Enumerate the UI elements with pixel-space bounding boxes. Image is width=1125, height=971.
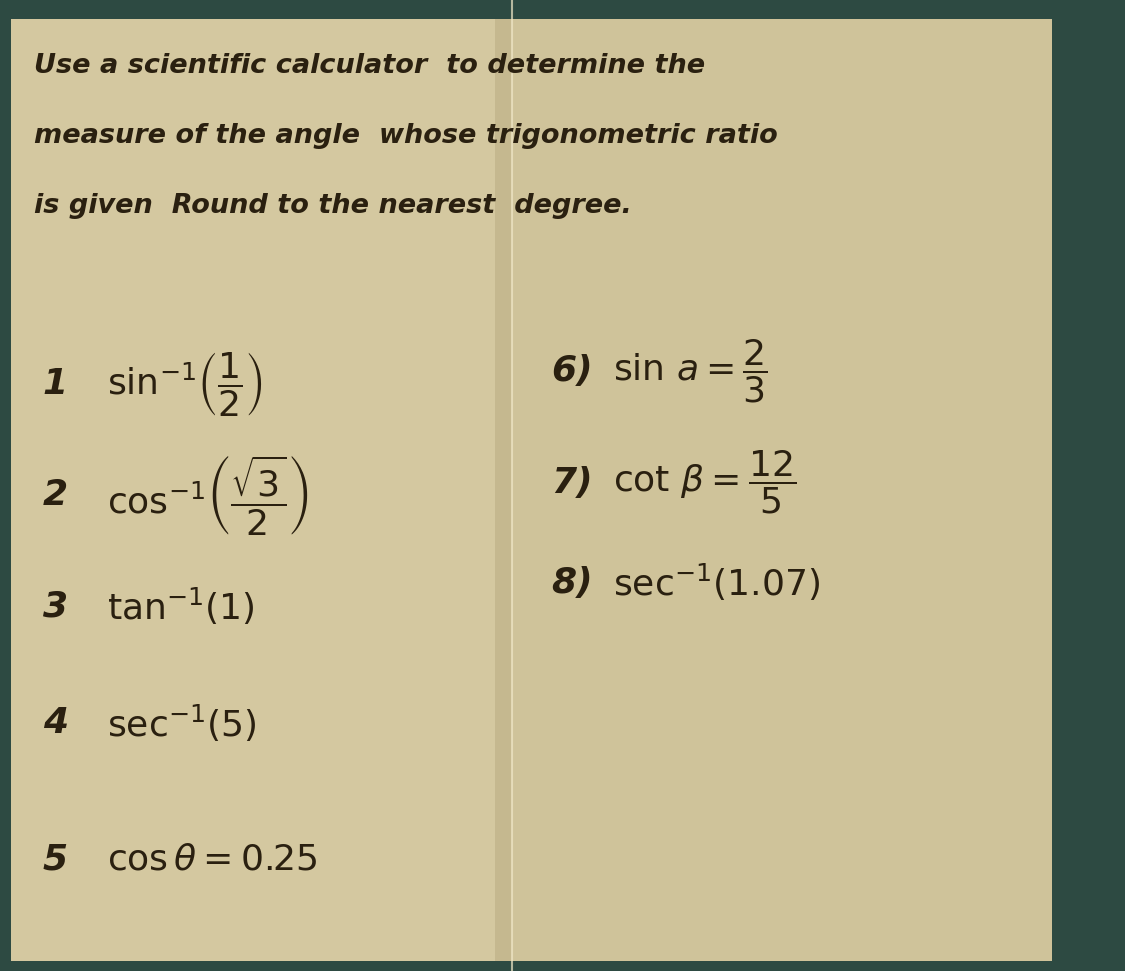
Text: $\sec^{-1}\!\left(5\right)$: $\sec^{-1}\!\left(5\right)$	[107, 703, 256, 744]
Text: 5: 5	[43, 842, 68, 877]
Text: $\sin^{-1}\!\left(\dfrac{1}{2}\right)$: $\sin^{-1}\!\left(\dfrac{1}{2}\right)$	[107, 350, 262, 418]
Text: $\cot\,\beta = \dfrac{12}{5}$: $\cot\,\beta = \dfrac{12}{5}$	[613, 449, 796, 517]
FancyBboxPatch shape	[512, 19, 1052, 961]
Text: 6): 6)	[551, 353, 593, 388]
Text: 1: 1	[43, 366, 68, 401]
Text: 3: 3	[43, 589, 68, 624]
Text: Use a scientific calculator  to determine the: Use a scientific calculator to determine…	[34, 53, 705, 80]
Text: 2: 2	[43, 478, 68, 513]
FancyBboxPatch shape	[495, 19, 512, 961]
Text: measure of the angle  whose trigonometric ratio: measure of the angle whose trigonometric…	[34, 123, 777, 150]
Text: 7): 7)	[551, 465, 593, 500]
Text: $\sin\, a = \dfrac{2}{3}$: $\sin\, a = \dfrac{2}{3}$	[613, 337, 768, 405]
Text: is given  Round to the nearest  degree.: is given Round to the nearest degree.	[34, 193, 631, 219]
Text: $\tan^{-1}\!\left(1\right)$: $\tan^{-1}\!\left(1\right)$	[107, 586, 254, 627]
Text: $\cos\theta = 0.25$: $\cos\theta = 0.25$	[107, 842, 317, 877]
FancyBboxPatch shape	[11, 19, 512, 961]
Text: 8): 8)	[551, 565, 593, 600]
Text: 4: 4	[43, 706, 68, 741]
Text: $\sec^{-1}\!(1.07)$: $\sec^{-1}\!(1.07)$	[613, 562, 820, 603]
Text: $\cos^{-1}\!\left(\dfrac{\sqrt{3}}{2}\right)$: $\cos^{-1}\!\left(\dfrac{\sqrt{3}}{2}\ri…	[107, 453, 308, 537]
